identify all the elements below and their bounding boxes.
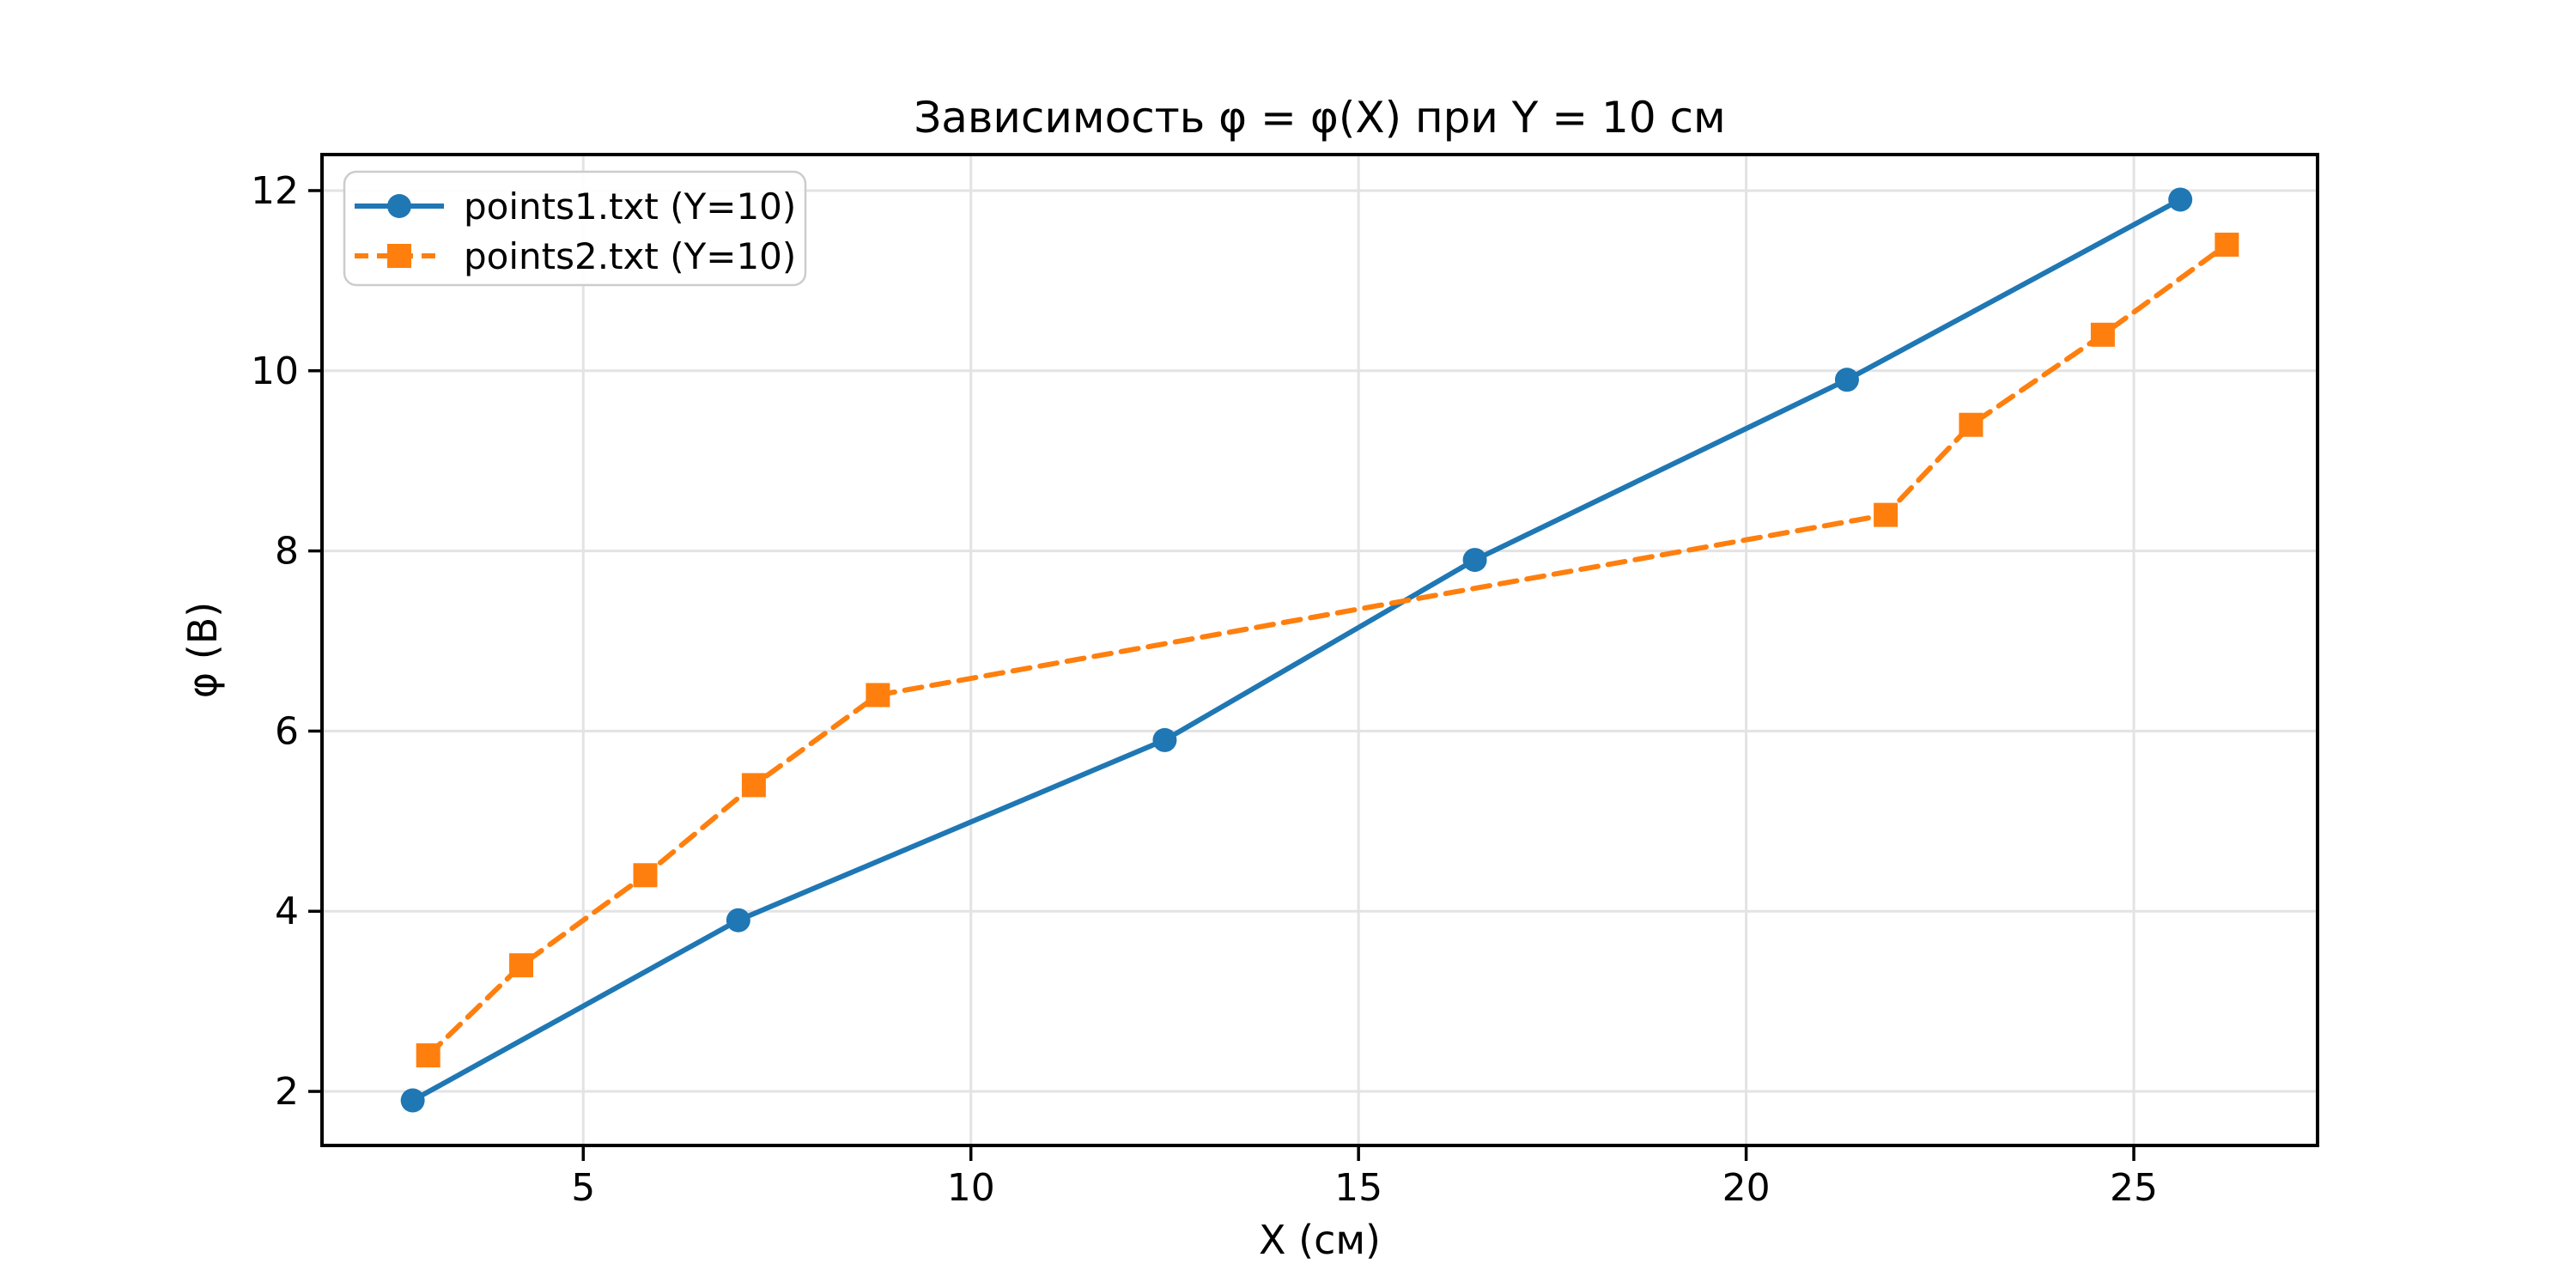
axis-ticks: 5 10 15 20 25 2 4 6 8 10 12 [251,169,2158,1210]
axes-spines [320,153,2319,1147]
x-tick-label-5: 5 [571,1166,595,1210]
series-0-marker-5 [2168,187,2193,212]
x-tick-label-20: 20 [1722,1166,1771,1210]
legend-sample-marker-0 [387,194,411,218]
series-line-1 [425,241,2230,1059]
x-tick-label-15: 15 [1334,1166,1382,1210]
y-tick-label-8: 8 [275,530,299,574]
legend: points1.txt (Y=10) points2.txt (Y=10) [343,170,807,287]
series-0-marker-2 [1152,727,1177,752]
series-0-marker-0 [400,1088,425,1113]
y-tick-label-4: 4 [275,890,299,933]
data-series [400,187,2239,1113]
series-1-marker-1 [509,953,534,978]
y-tick-label-6: 6 [275,709,299,753]
series-1-marker-0 [416,1043,440,1068]
legend-sample-marker-1 [387,244,411,268]
plot-border [320,153,2319,1147]
y-tick-label-12: 12 [251,169,299,213]
x-tick-label-10: 10 [947,1166,995,1210]
x-tick-label-25: 25 [2110,1166,2158,1210]
series-1-marker-5 [1874,502,1899,527]
series-0-marker-4 [1834,368,1859,392]
legend-label-points1: points1.txt (Y=10) [464,185,796,228]
legend-samples [355,194,444,268]
series-1-marker-6 [1959,412,1984,437]
y-tick-label-10: 10 [251,349,299,393]
series-1-marker-3 [741,773,766,798]
y-axis-label: φ (В) [179,602,226,698]
x-axis-label: X (см) [1259,1217,1381,1263]
series-0-marker-1 [726,908,750,933]
series-1-marker-7 [2090,322,2115,347]
series-1-marker-2 [633,863,658,888]
series-line-0 [410,197,2184,1103]
legend-box [343,170,807,287]
chart-title: Зависимость φ = φ(X) при Y = 10 см [914,93,1726,143]
series-1-marker-8 [2215,232,2239,257]
series-0-marker-3 [1462,548,1487,573]
legend-label-points2: points2.txt (Y=10) [464,235,796,277]
y-tick-label-2: 2 [275,1070,299,1114]
series-1-marker-4 [866,683,890,708]
